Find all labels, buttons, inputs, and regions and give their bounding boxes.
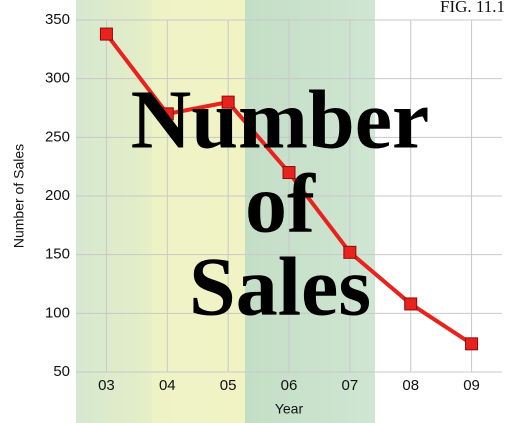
x-tick-label: 07	[342, 377, 359, 394]
y-tick-label: 200	[45, 187, 70, 204]
y-tick-label: 100	[45, 304, 70, 321]
y-tick-label: 300	[45, 70, 70, 87]
x-tick-label: 06	[281, 377, 298, 394]
title-line: Number	[131, 73, 430, 166]
x-tick-label: 08	[402, 377, 419, 394]
point	[282, 166, 296, 180]
x-tick-label: 09	[463, 377, 480, 394]
point	[99, 27, 113, 41]
point	[404, 297, 418, 311]
y-tick-label: 150	[45, 246, 70, 263]
grid	[76, 19, 502, 373]
title-line: Sales	[189, 240, 371, 333]
x-tick-label: 03	[98, 377, 115, 394]
x-tick-label: 04	[159, 377, 176, 394]
y-tick-label: 50	[53, 363, 70, 380]
title-line: of	[245, 157, 316, 250]
x-axis-label: Year	[275, 401, 304, 417]
point	[221, 95, 235, 109]
y-tick-label: 250	[45, 128, 70, 145]
figure-label: FIG. 11.1	[440, 0, 505, 16]
y-tick-label: 350	[45, 11, 70, 28]
point	[343, 245, 357, 259]
point	[465, 337, 479, 351]
background-bands	[76, 0, 375, 423]
y-axis-label: Number of Sales	[11, 144, 27, 248]
point	[160, 107, 174, 121]
x-tick-label: 05	[220, 377, 237, 394]
marks	[99, 27, 479, 351]
